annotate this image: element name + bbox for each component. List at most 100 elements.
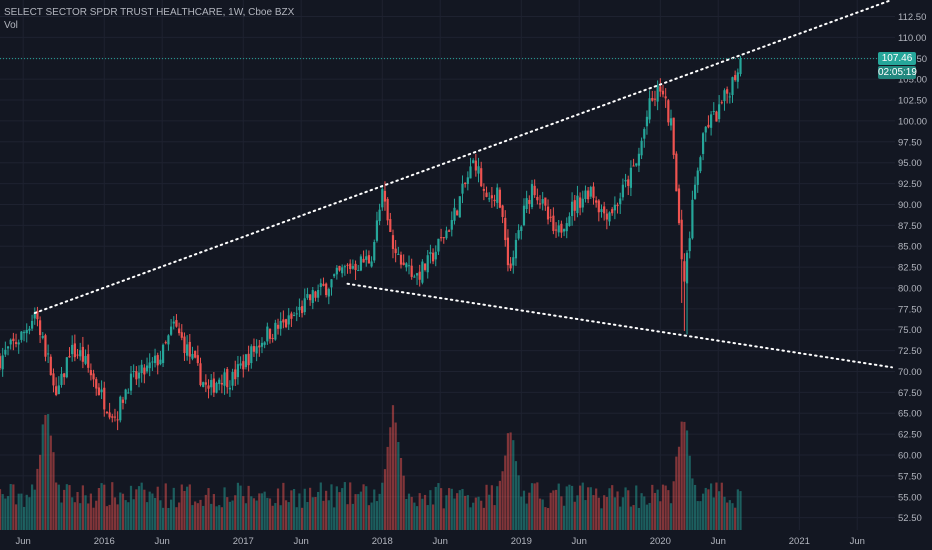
candle-body [688,238,691,252]
candle-body [608,212,611,222]
volume-bar [498,480,502,530]
candle-body [188,341,191,357]
candle-body [47,353,50,355]
price-axis-label: 60.00 [898,451,922,462]
volume-bar [464,495,467,530]
candle-body [736,72,739,82]
volume-bar [397,442,400,530]
volume-bar [322,500,325,530]
candle-body [41,336,44,338]
volume-bar [378,493,381,530]
candle-body [589,187,592,197]
price-axis-label: 97.50 [898,137,922,148]
candle-body [431,252,435,262]
volume-bar [76,491,79,530]
volume-bar [143,489,146,530]
volume-bar [92,507,95,530]
candle-body [135,371,138,380]
price-axis-label: 72.50 [898,346,922,357]
volume-bar [506,433,510,530]
volume-bar [36,468,39,530]
candle-body [0,356,2,369]
candle-body [143,367,146,375]
volume-bar [375,501,379,530]
candle-body [659,86,662,92]
volume-bar [140,482,143,530]
trendline[interactable] [346,282,893,369]
volume-bar [541,499,544,530]
candle-body [699,157,702,172]
volume-bar [530,483,534,530]
volume-bar [204,494,207,530]
candle-body [49,356,52,375]
volume-indicator-label[interactable]: Vol [4,20,18,31]
volume-bar [603,495,606,530]
volume-bar [448,488,451,530]
candle-body [132,371,135,373]
volume-bar [178,502,181,530]
volume-bar [383,469,387,530]
volume-bar [65,484,68,530]
volume-bar [482,507,485,530]
trendline[interactable] [33,0,893,315]
volume-bar [153,497,157,530]
price-axis-label: 102.50 [898,96,927,107]
volume-bar [640,493,643,530]
volume-bar [613,497,616,530]
volume-bar [517,475,520,530]
time-axis-label: 2019 [511,536,532,547]
volume-bar [474,497,477,530]
candle-body [359,256,362,271]
volume-bar [57,484,60,530]
candle-body [161,344,165,364]
candle-body [723,90,726,102]
volume-bar [648,502,651,530]
candle-body [624,179,627,182]
candle-body [194,350,197,358]
volume-bar [25,494,28,530]
candle-body [22,332,26,334]
volume-bar [562,505,566,530]
volume-bar [44,414,47,530]
candle-body [167,335,170,345]
volume-bar [68,485,71,530]
price-axis-label: 52.50 [898,513,922,524]
candle-body [25,329,28,334]
candle-body [726,89,729,94]
volume-bar [81,485,84,530]
volume-bar [22,506,26,530]
volume-bar [60,502,63,530]
volume-bar [405,498,408,530]
candle-body [397,253,400,255]
volume-bar [47,414,50,530]
volume-bar [528,492,531,530]
candle-body [333,274,336,277]
candle-body [560,223,563,233]
candle-body [675,153,678,192]
candle-body [375,220,379,241]
candle-body [640,140,643,156]
volume-bar [333,507,336,530]
candle-body [180,332,183,338]
candle-body [260,342,264,347]
volume-bar [287,502,290,530]
candle-body [720,102,723,104]
candle-body [504,217,507,241]
trendlines[interactable] [33,0,893,369]
price-axis-label: 75.00 [898,325,922,336]
volume-bar [121,493,125,530]
candle-body [683,261,686,282]
volume-bar [431,504,435,530]
volume-bar [175,507,178,530]
symbol-title[interactable]: SELECT SECTOR SPDR TRUST HEALTHCARE, 1W,… [4,7,295,18]
volume-bar [124,500,127,530]
volume-bar [183,490,186,530]
candle-body [247,353,250,366]
candle-body [611,209,614,214]
candle-body [357,270,360,272]
volume-bar [514,461,518,530]
volume-bar [560,496,563,530]
time-axis[interactable]: Jun 2016 Jun 2017 Jun 2018 Jun 2019 Jun 2020 Jun 20… [16,536,865,547]
candle-body [223,372,226,386]
